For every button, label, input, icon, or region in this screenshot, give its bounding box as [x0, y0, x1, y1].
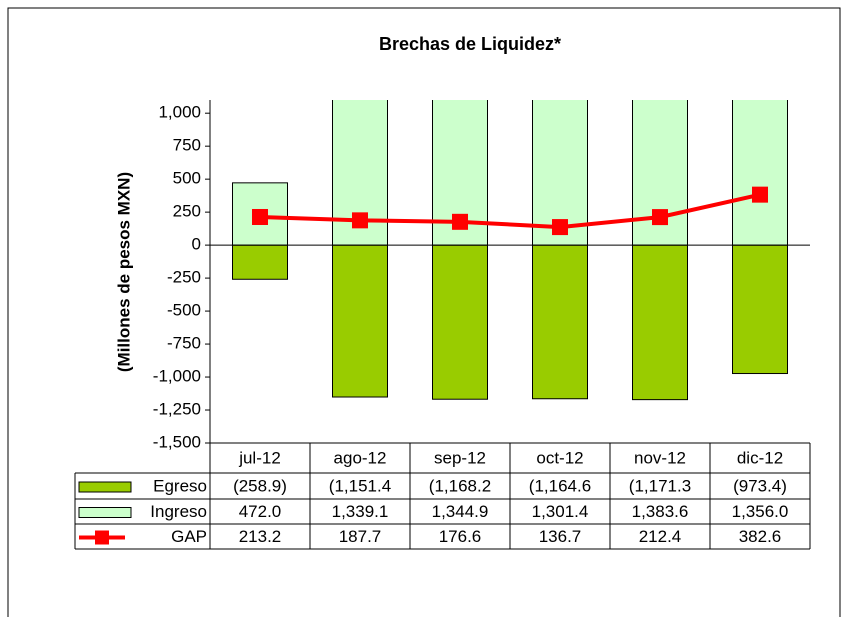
legend-swatch [78, 481, 132, 493]
y-tick-label: 500 [173, 169, 201, 188]
bar [732, 244, 788, 375]
y-tick-label: -500 [167, 301, 201, 320]
table-cell: (1,171.3 [629, 476, 691, 495]
marker [352, 212, 368, 229]
table-cell: (1,168.2 [429, 476, 491, 495]
chart-border [7, 7, 841, 617]
table-cell: 1,339.1 [332, 502, 389, 521]
table-cell: 136.7 [539, 527, 582, 546]
y-tick-label: 250 [173, 202, 201, 221]
y-tick-label: -1,000 [153, 367, 201, 386]
y-tick-label: -250 [167, 268, 201, 287]
x-tick-label: dic-12 [737, 448, 783, 467]
y-axis-title: (Millones de pesos MXN) [114, 172, 133, 372]
marker [552, 219, 568, 236]
bar [332, 244, 388, 398]
marker [652, 209, 668, 226]
bar [432, 244, 488, 400]
plot-area [232, 100, 788, 401]
table-cell: 187.7 [339, 527, 382, 546]
y-tick-label: 1,000 [158, 103, 201, 122]
table-cell: 1,344.9 [432, 502, 489, 521]
table-cell: 213.2 [239, 527, 282, 546]
bar [632, 244, 688, 401]
marker [252, 208, 268, 225]
table-cell: 472.0 [239, 502, 282, 521]
table-cell: (973.4) [733, 476, 787, 495]
y-tick-label: -750 [167, 334, 201, 353]
x-tick-label: jul-12 [238, 448, 281, 467]
legend-marker [95, 530, 109, 545]
legend-swatch [78, 507, 132, 518]
y-tick-label: 0 [192, 235, 201, 254]
marker [452, 213, 468, 230]
x-tick-label: sep-12 [434, 448, 486, 467]
table-cell: (1,151.4 [329, 476, 391, 495]
x-tick-label: oct-12 [536, 448, 583, 467]
table-cell: 176.6 [439, 527, 482, 546]
x-tick-label: ago-12 [334, 448, 387, 467]
table-cell: 382.6 [739, 527, 782, 546]
table-cell: 1,301.4 [532, 502, 589, 521]
bar [732, 100, 788, 246]
line [259, 192, 761, 230]
table-cell: 212.4 [639, 527, 682, 546]
y-tick-label: -1,250 [153, 400, 201, 419]
table-cell: (258.9) [233, 476, 287, 495]
legend-label: Egreso [153, 476, 207, 495]
marker [752, 186, 768, 203]
y-tick-label: 750 [173, 136, 201, 155]
x-tick-label: nov-12 [634, 448, 686, 467]
legend-label: Ingreso [150, 502, 207, 521]
y-tick-label: -1,500 [153, 432, 201, 451]
bar [532, 244, 588, 400]
legend-label: GAP [171, 527, 207, 546]
chart-title: Brechas de Liquidez* [379, 34, 561, 54]
bar [232, 244, 288, 280]
table-cell: 1,383.6 [632, 502, 689, 521]
table-cell: (1,164.6 [529, 476, 591, 495]
table-cell: 1,356.0 [732, 502, 789, 521]
